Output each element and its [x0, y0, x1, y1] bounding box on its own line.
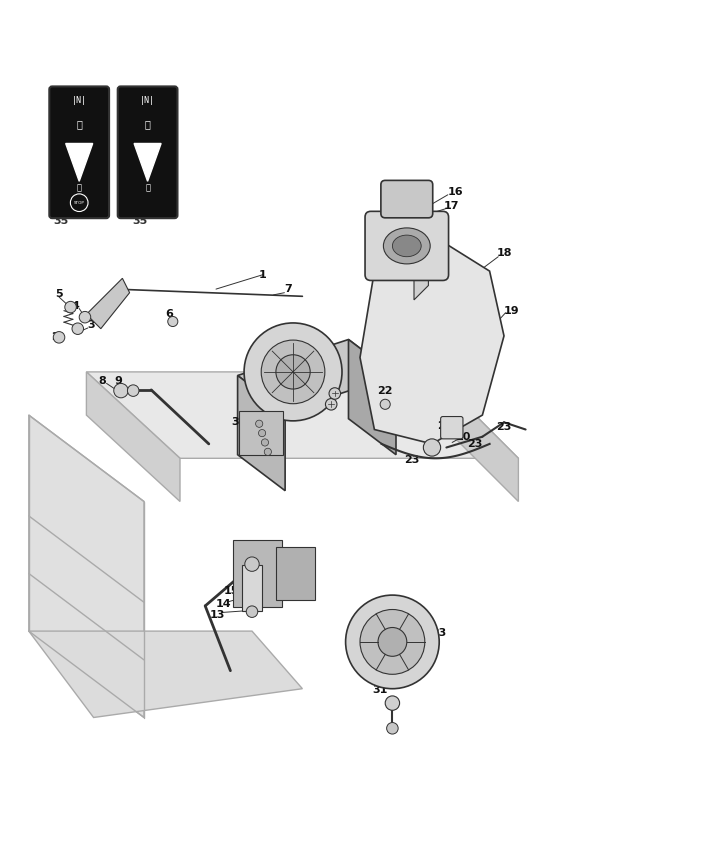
- Text: 23: 23: [404, 454, 420, 465]
- Polygon shape: [66, 143, 93, 181]
- Circle shape: [329, 387, 341, 399]
- Polygon shape: [86, 372, 180, 502]
- FancyBboxPatch shape: [233, 539, 282, 607]
- Text: 🐢: 🐢: [77, 183, 81, 192]
- Circle shape: [256, 420, 263, 427]
- Circle shape: [79, 312, 91, 323]
- Circle shape: [245, 557, 259, 571]
- Circle shape: [258, 430, 266, 436]
- Text: 5: 5: [55, 289, 63, 299]
- Circle shape: [168, 316, 178, 326]
- Circle shape: [346, 595, 439, 689]
- Text: 21: 21: [369, 228, 384, 238]
- Polygon shape: [348, 339, 396, 454]
- Polygon shape: [414, 257, 428, 300]
- Circle shape: [380, 399, 390, 410]
- FancyBboxPatch shape: [117, 87, 177, 218]
- Text: 10: 10: [455, 432, 471, 442]
- Text: 20: 20: [376, 217, 392, 227]
- Text: 35: 35: [53, 216, 69, 226]
- Text: 33: 33: [431, 628, 447, 637]
- Text: 38: 38: [250, 417, 266, 427]
- Text: 19: 19: [503, 306, 519, 316]
- Text: 6: 6: [166, 309, 173, 320]
- Polygon shape: [29, 631, 302, 717]
- Polygon shape: [432, 372, 518, 502]
- Text: 39: 39: [250, 427, 266, 436]
- Circle shape: [276, 355, 310, 389]
- Text: 11: 11: [302, 399, 318, 409]
- Circle shape: [385, 696, 400, 710]
- FancyBboxPatch shape: [365, 211, 449, 280]
- Text: 4: 4: [72, 301, 79, 311]
- Text: 37: 37: [250, 436, 266, 447]
- Text: 36: 36: [231, 417, 247, 427]
- Circle shape: [261, 439, 269, 446]
- Ellipse shape: [409, 252, 433, 262]
- Circle shape: [244, 323, 342, 421]
- Circle shape: [114, 383, 128, 398]
- Text: 7: 7: [284, 284, 292, 294]
- Text: |N|: |N|: [140, 96, 155, 105]
- Polygon shape: [238, 375, 285, 490]
- Circle shape: [246, 606, 258, 618]
- Circle shape: [423, 439, 441, 456]
- FancyBboxPatch shape: [50, 87, 109, 218]
- Polygon shape: [86, 278, 130, 329]
- Text: 32: 32: [366, 671, 382, 680]
- FancyBboxPatch shape: [441, 417, 463, 439]
- Circle shape: [378, 628, 407, 656]
- Text: 31: 31: [372, 685, 388, 695]
- Text: 14: 14: [215, 599, 231, 609]
- Polygon shape: [238, 339, 396, 411]
- Circle shape: [387, 722, 398, 734]
- Text: 🐢: 🐢: [145, 183, 150, 192]
- Text: 17: 17: [444, 201, 459, 211]
- Text: 12: 12: [302, 387, 318, 397]
- Text: 9: 9: [115, 375, 122, 386]
- Text: 24: 24: [437, 421, 453, 431]
- Circle shape: [72, 323, 84, 334]
- Text: 8: 8: [99, 375, 106, 386]
- Text: |N|: |N|: [72, 96, 86, 105]
- Text: 23: 23: [496, 423, 512, 432]
- FancyBboxPatch shape: [276, 547, 315, 600]
- Circle shape: [264, 448, 271, 455]
- Circle shape: [261, 340, 325, 404]
- Circle shape: [325, 399, 337, 410]
- Text: 🐇: 🐇: [76, 119, 82, 130]
- Circle shape: [360, 610, 425, 674]
- FancyBboxPatch shape: [381, 180, 433, 218]
- Ellipse shape: [383, 228, 430, 264]
- Text: 35: 35: [132, 216, 148, 226]
- Polygon shape: [29, 415, 144, 717]
- Text: 23: 23: [467, 439, 483, 449]
- Polygon shape: [134, 143, 161, 181]
- Text: 13: 13: [210, 610, 225, 620]
- Text: STOP: STOP: [73, 201, 85, 204]
- Text: 22: 22: [377, 387, 393, 396]
- Text: 3: 3: [88, 320, 95, 330]
- Text: 18: 18: [496, 248, 512, 258]
- Text: 🐇: 🐇: [145, 119, 150, 130]
- Text: 15: 15: [224, 587, 240, 596]
- Polygon shape: [360, 235, 504, 444]
- Circle shape: [65, 302, 76, 313]
- Circle shape: [53, 332, 65, 343]
- FancyBboxPatch shape: [239, 411, 283, 454]
- FancyBboxPatch shape: [242, 565, 262, 611]
- Text: 16: 16: [448, 187, 464, 197]
- Polygon shape: [86, 372, 518, 459]
- Text: 2: 2: [52, 332, 59, 343]
- Text: 1: 1: [259, 270, 266, 280]
- Circle shape: [127, 385, 139, 396]
- Ellipse shape: [392, 235, 421, 257]
